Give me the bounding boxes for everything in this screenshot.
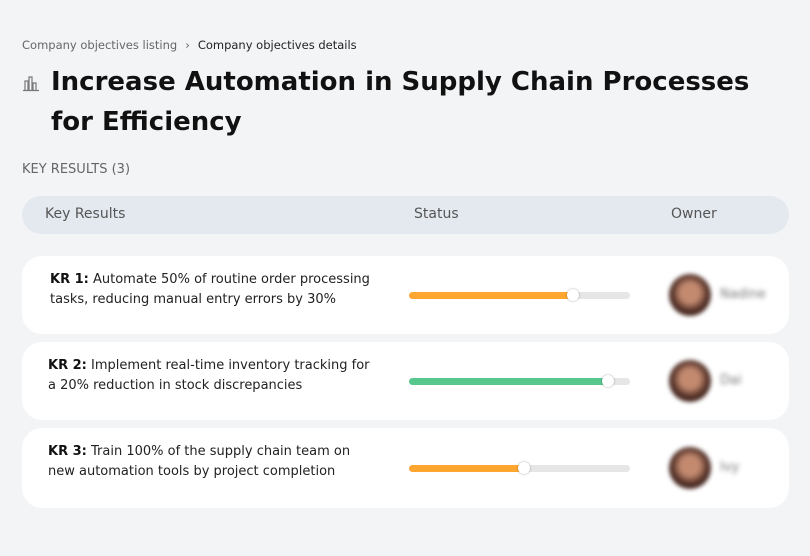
key-result-description: Train 100% of the supply chain team on n… (48, 444, 351, 479)
progress-fill (409, 465, 524, 472)
header-owner: Owner (671, 206, 717, 222)
key-results-heading: KEY RESULTS (3) (22, 162, 131, 177)
key-result-row[interactable]: KR 2: Implement real-time inventory trac… (22, 342, 789, 420)
key-result-text: KR 3: Train 100% of the supply chain tea… (48, 442, 378, 482)
progress-fill (409, 378, 608, 385)
owner-avatar (669, 360, 711, 402)
building-chart-icon (23, 76, 39, 92)
header-key-results: Key Results (45, 206, 126, 222)
progress-fill (409, 292, 573, 299)
progress-slider[interactable] (409, 462, 630, 474)
progress-handle[interactable] (601, 375, 614, 387)
key-result-description: Implement real-time inventory tracking f… (48, 358, 370, 393)
owner-name: Nadine (720, 287, 766, 302)
breadcrumb-current: Company objectives details (197, 38, 357, 52)
breadcrumb: Company objectives listing › Company obj… (22, 38, 357, 52)
key-result-label: KR 3: (48, 444, 87, 459)
owner-name: Ivy (720, 460, 740, 475)
breadcrumb-separator: › (185, 38, 190, 52)
progress-handle[interactable] (517, 462, 530, 474)
key-result-description: Automate 50% of routine order processing… (50, 272, 370, 307)
owner-avatar (669, 274, 711, 316)
table-header: Key Results Status Owner (22, 196, 789, 234)
owner-avatar (669, 447, 711, 489)
header-status: Status (414, 206, 459, 222)
breadcrumb-link-listing[interactable]: Company objectives listing (22, 38, 178, 52)
key-result-label: KR 1: (50, 272, 89, 287)
owner-name: Dai (720, 373, 742, 388)
progress-slider[interactable] (409, 375, 630, 387)
key-result-text: KR 2: Implement real-time inventory trac… (48, 356, 378, 396)
key-result-text: KR 1: Automate 50% of routine order proc… (50, 270, 380, 310)
key-result-label: KR 2: (48, 358, 87, 373)
key-result-row[interactable]: KR 1: Automate 50% of routine order proc… (22, 256, 789, 334)
progress-handle[interactable] (566, 289, 579, 301)
page-title: Increase Automation in Supply Chain Proc… (51, 67, 750, 137)
key-result-row[interactable]: KR 3: Train 100% of the supply chain tea… (22, 428, 789, 508)
progress-slider[interactable] (409, 289, 630, 301)
